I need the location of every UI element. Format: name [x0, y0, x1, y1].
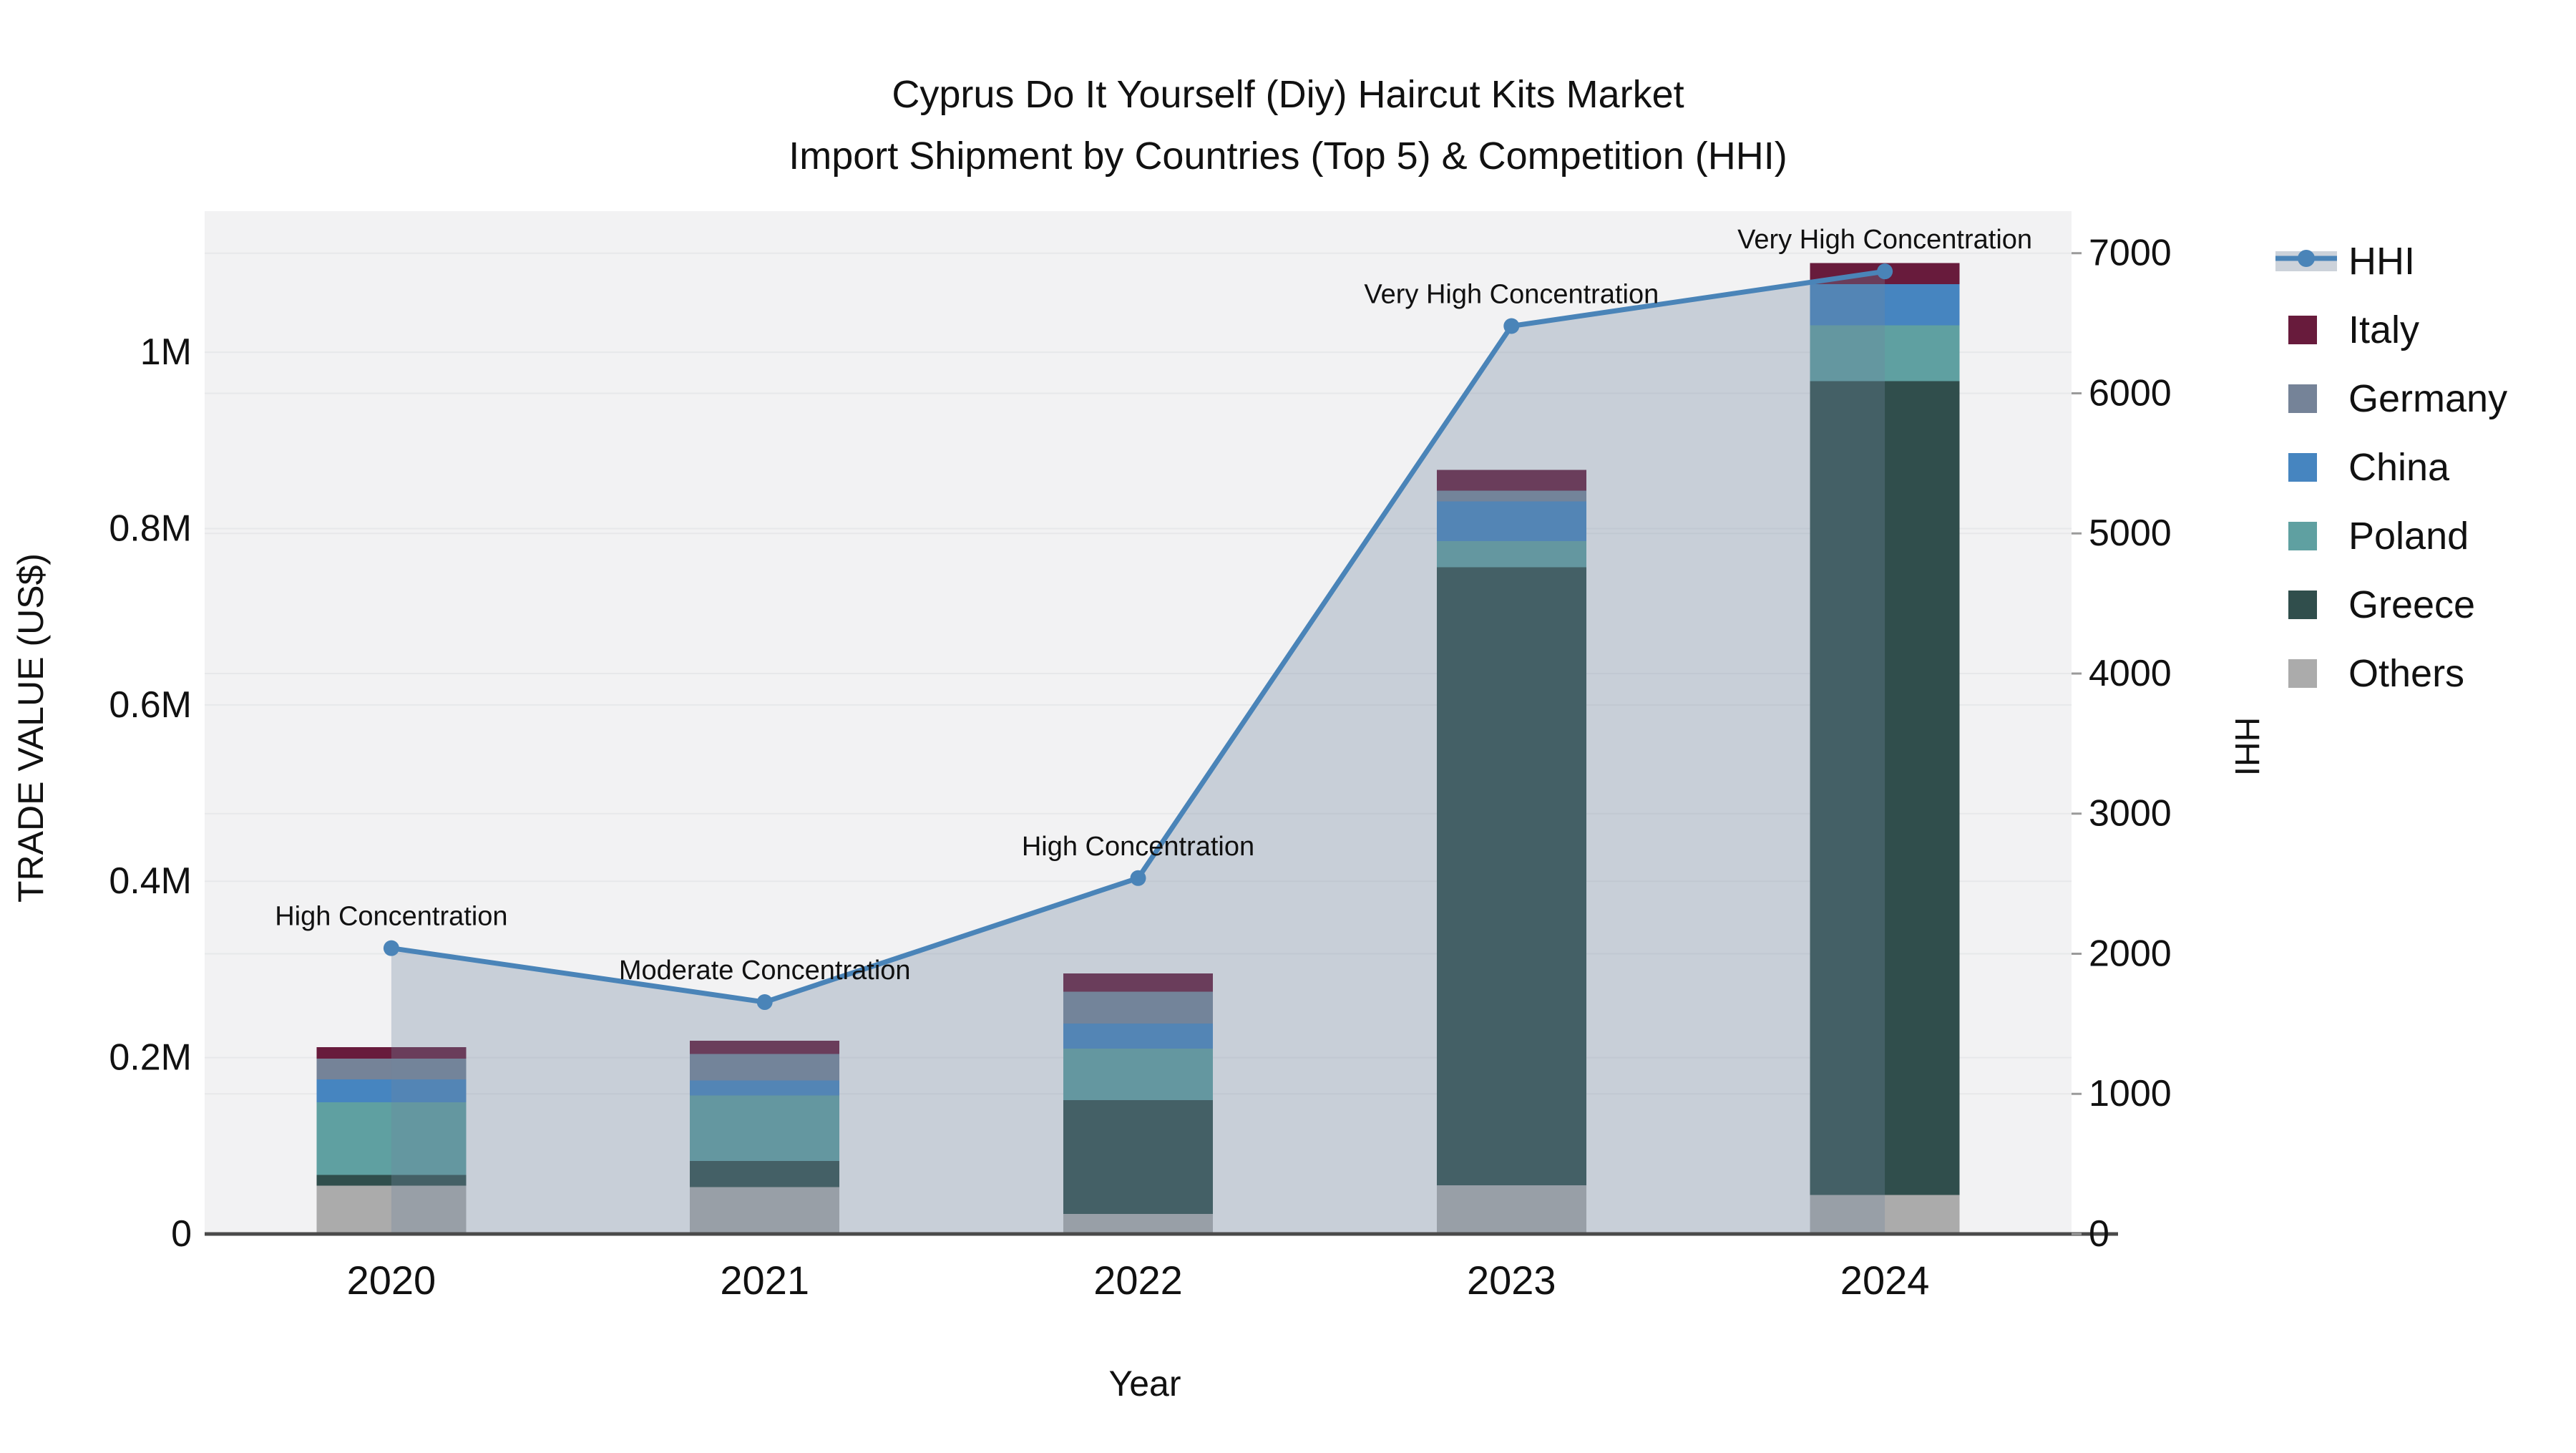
left-tick-label: 0.6M — [109, 684, 192, 726]
bar-segment-greece-2022 — [1063, 1099, 1213, 1215]
left-axis-title: TRADE VALUE (US$) — [11, 553, 51, 903]
left-tick-label: 1M — [140, 331, 192, 373]
axes — [205, 252, 2118, 1236]
hhi-area-polygon — [391, 271, 1885, 1235]
bar-segment-italy-2023 — [1436, 470, 1586, 491]
legend-label-germany: Germany — [2348, 377, 2507, 420]
x-tick-label-2023: 2023 — [1467, 1258, 1556, 1303]
bar-segment-greece-2020 — [316, 1175, 467, 1186]
bar-segment-greece-2024 — [1810, 381, 1960, 1195]
x-tick-label-2021: 2021 — [720, 1258, 809, 1303]
legend-swatch-italy — [2288, 316, 2317, 344]
legend-item-hhi: HHI — [2275, 240, 2415, 283]
bar-segment-others-2024 — [1810, 1195, 1960, 1234]
bar-segment-italy-2020 — [316, 1046, 467, 1059]
chart-title-line2: Import Shipment by Countries (Top 5) & C… — [789, 135, 1787, 178]
legend-item-china: China — [2288, 446, 2450, 489]
left-tick-label: 0 — [171, 1213, 192, 1255]
bar-segment-china-2020 — [316, 1079, 467, 1103]
annotation-2024: Very High Concentration — [1737, 225, 2032, 255]
bar-segment-italy-2021 — [690, 1040, 840, 1054]
legend-label-italy: Italy — [2348, 308, 2419, 351]
left-tick-label: 0.8M — [109, 507, 192, 549]
annotation-2020: High Concentration — [275, 902, 507, 932]
legend-swatch-others — [2288, 659, 2317, 688]
bar-segment-others-2021 — [690, 1187, 840, 1234]
hhi-marker-2023 — [1503, 318, 1520, 334]
hhi-marker-2022 — [1130, 870, 1146, 886]
hhi-marker-2020 — [383, 940, 399, 956]
right-tick-label: 1000 — [2089, 1073, 2172, 1114]
bar-segment-germany-2021 — [690, 1054, 840, 1081]
legend-label-hhi: HHI — [2348, 240, 2415, 283]
right-tick-label: 2000 — [2089, 933, 2172, 974]
legend-item-germany: Germany — [2288, 377, 2507, 420]
bar-segment-poland-2021 — [690, 1095, 840, 1161]
chart-title-line1: Cyprus Do It Yourself (Diy) Haircut Kits… — [892, 73, 1684, 116]
legend-swatch-greece — [2288, 591, 2317, 619]
bar-segment-china-2022 — [1063, 1024, 1213, 1049]
right-tick-label: 0 — [2089, 1213, 2109, 1255]
bar-segment-germany-2023 — [1436, 490, 1586, 502]
right-tick-label: 7000 — [2089, 233, 2172, 274]
right-tick-label: 4000 — [2089, 653, 2172, 694]
bar-segment-germany-2022 — [1063, 991, 1213, 1024]
bar-segment-others-2022 — [1063, 1214, 1213, 1234]
left-tick-label: 0.2M — [109, 1037, 192, 1079]
x-tick-label-2022: 2022 — [1093, 1258, 1183, 1303]
right-tick-label: 6000 — [2089, 372, 2172, 414]
legend-item-greece: Greece — [2288, 583, 2475, 626]
legend-label-poland: Poland — [2348, 515, 2469, 558]
legend-swatch-poland — [2288, 522, 2317, 550]
annotation-2022: High Concentration — [1022, 832, 1254, 862]
bar-segment-china-2024 — [1810, 284, 1960, 326]
x-axis-title: Year — [1108, 1364, 1181, 1404]
hhi-marker-2024 — [1877, 263, 1893, 280]
bar-segment-poland-2022 — [1063, 1049, 1213, 1100]
bar-segment-greece-2023 — [1436, 567, 1586, 1185]
legend-swatch-china — [2288, 453, 2317, 482]
legend-label-greece: Greece — [2348, 583, 2475, 626]
hhi-annotations: High Concentration Moderate Concentration… — [275, 225, 2032, 986]
legend-item-others: Others — [2288, 652, 2464, 695]
tick-labels: 0 0.2M 0.4M 0.6M 0.8M 1M 0 1000 2000 3000 4000 5000… — [109, 233, 2171, 1303]
legend-label-china: China — [2348, 446, 2450, 489]
legend-label-others: Others — [2348, 652, 2464, 695]
right-axis-title: HHI — [2228, 717, 2265, 777]
legend: HHI Italy Germany China Poland Greece Others — [2275, 240, 2507, 695]
legend-swatch-germany — [2288, 384, 2317, 413]
right-tick-label: 5000 — [2089, 512, 2172, 554]
bar-segment-germany-2020 — [316, 1058, 467, 1079]
bar-segment-others-2023 — [1436, 1185, 1586, 1234]
hhi-marker-2021 — [756, 994, 773, 1011]
bar-segment-poland-2024 — [1810, 325, 1960, 382]
bar-segment-italy-2022 — [1063, 973, 1213, 992]
bar-segment-poland-2020 — [316, 1102, 467, 1175]
hhi-line — [383, 263, 1893, 1011]
bar-segment-poland-2023 — [1436, 541, 1586, 568]
bar-segment-others-2020 — [316, 1185, 467, 1234]
annotation-2023: Very High Concentration — [1364, 280, 1659, 310]
bar-segment-china-2021 — [690, 1080, 840, 1096]
bar-segment-china-2023 — [1436, 501, 1586, 542]
bar-segment-greece-2021 — [690, 1160, 840, 1187]
stacked-bars — [316, 263, 1960, 1234]
hhi-area-fill — [391, 271, 1885, 1235]
legend-hhi-marker — [2298, 250, 2315, 267]
right-tick-label: 3000 — [2089, 793, 2172, 835]
annotation-2021: Moderate Concentration — [619, 956, 911, 986]
x-tick-label-2020: 2020 — [347, 1258, 436, 1303]
x-tick-label-2024: 2024 — [1840, 1258, 1930, 1303]
legend-item-poland: Poland — [2288, 515, 2469, 558]
left-tick-label: 0.4M — [109, 860, 192, 902]
legend-item-italy: Italy — [2288, 308, 2419, 351]
